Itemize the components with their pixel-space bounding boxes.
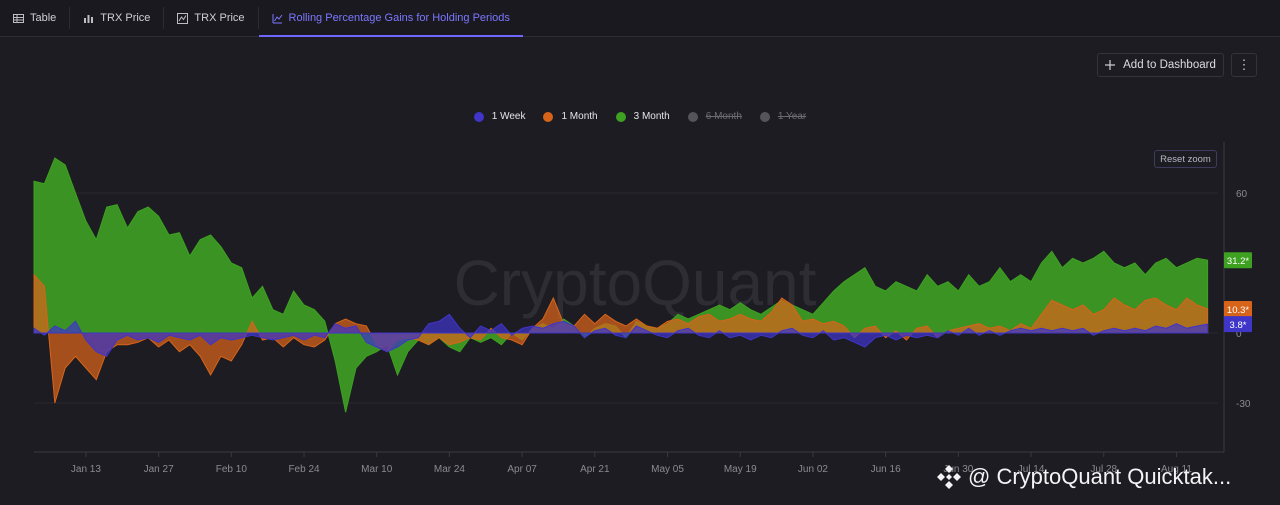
reset-zoom-button[interactable]: Reset zoom [1154,150,1217,168]
last-value-badge [1224,252,1252,269]
legend-item-1-week[interactable]: 1 Week [473,111,526,122]
x-tick-label: Apr 07 [507,464,537,475]
legend-label: 1 Year [777,111,807,122]
legend-label: 6 Month [705,111,742,122]
plus-icon [1105,60,1116,70]
tab-trx-price-bar[interactable]: TRX Price [70,0,163,36]
x-tick-label: Feb 24 [288,464,320,475]
footer-credit: @ CryptoQuant Quicktak... [936,464,1231,490]
watermark-text: CryptoQuant [454,247,817,319]
last-value-label: 31.2* [1227,256,1249,267]
tab-bar: Table TRX Price TRX Price Rolling Percen… [0,0,1280,37]
x-tick-label: Jul 28 [1090,464,1117,475]
binance-logo-icon [937,465,961,489]
legend-dot [687,111,698,122]
last-value-label: 10.3* [1227,305,1249,316]
last-value-badge [1224,316,1252,333]
legend-label: 3 Month [633,111,670,122]
y-tick-label: -30 [1236,399,1251,410]
tab-divider [163,7,165,29]
y-tick-label: 0 [1236,329,1242,340]
tab-divider [69,7,71,29]
tab-label: Table [30,12,57,24]
price-chart-icon [177,12,189,24]
x-tick-label: May 05 [651,464,684,475]
x-tick-label: May 19 [724,464,757,475]
legend-item-3-month[interactable]: 3 Month [615,111,670,122]
line-chart-icon [272,13,282,23]
last-value-badge [1224,300,1252,317]
y-tick-label: 60 [1236,189,1248,200]
x-tick-label: Feb 10 [216,464,248,475]
legend-dot [615,111,626,122]
legend-dot [759,111,770,122]
legend-item-1-year[interactable]: 1 Year [759,111,807,122]
legend-dot [473,111,484,122]
x-tick-label: Jun 30 [943,464,973,475]
x-tick-label: Mar 24 [434,464,466,475]
x-tick-label: Apr 21 [580,464,610,475]
x-tick-label: Jun 02 [798,464,828,475]
x-tick-label: Jun 16 [871,464,901,475]
tab-label: TRX Price [100,12,151,24]
tab-label: Rolling Percentage Gains for Holding Per… [288,12,510,24]
series-area-1-week[interactable] [33,313,1209,357]
add-to-dashboard-button[interactable]: Add to Dashboard [1097,53,1224,77]
x-tick-label: Jan 27 [144,464,174,475]
table-icon [13,13,24,23]
legend-item-6-month[interactable]: 6 Month [687,111,742,122]
tab-divider [257,7,259,29]
tab-rolling-gains[interactable]: Rolling Percentage Gains for Holding Per… [258,0,524,37]
x-tick-label: Jan 13 [71,464,101,475]
add-to-dashboard-label: Add to Dashboard [1123,59,1216,71]
tab-label: TRX Price [194,12,245,24]
legend-item-1-month[interactable]: 1 Month [543,111,598,122]
more-options-button[interactable]: ⋮ [1231,53,1257,77]
x-tick-label: Jul 14 [1018,464,1045,475]
bar-chart-icon [84,14,94,23]
series-area-1-month[interactable] [33,273,1209,404]
x-tick-label: Mar 10 [361,464,393,475]
tab-table[interactable]: Table [0,0,69,36]
kebab-menu-icon: ⋮ [1237,57,1251,72]
legend-label: 1 Week [491,111,526,122]
x-tick-label: Aug 11 [1161,464,1192,475]
tab-trx-price-line[interactable]: TRX Price [164,0,257,36]
last-value-label: 3.8* [1230,320,1247,331]
legend-dot [543,111,554,122]
chart-legend: 1 Week 1 Month 3 Month 6 Month 1 Year [0,111,1280,122]
legend-label: 1 Month [561,111,598,122]
footer-credit-text: @ CryptoQuant Quicktak... [968,464,1232,489]
